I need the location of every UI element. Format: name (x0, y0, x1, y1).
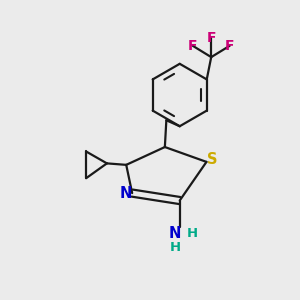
Text: N: N (119, 186, 132, 201)
Text: N: N (169, 226, 182, 241)
Text: H: H (187, 227, 198, 240)
Text: S: S (207, 152, 217, 167)
Text: F: F (225, 39, 234, 53)
Text: H: H (170, 241, 181, 254)
Text: F: F (188, 39, 197, 53)
Text: F: F (206, 31, 216, 45)
